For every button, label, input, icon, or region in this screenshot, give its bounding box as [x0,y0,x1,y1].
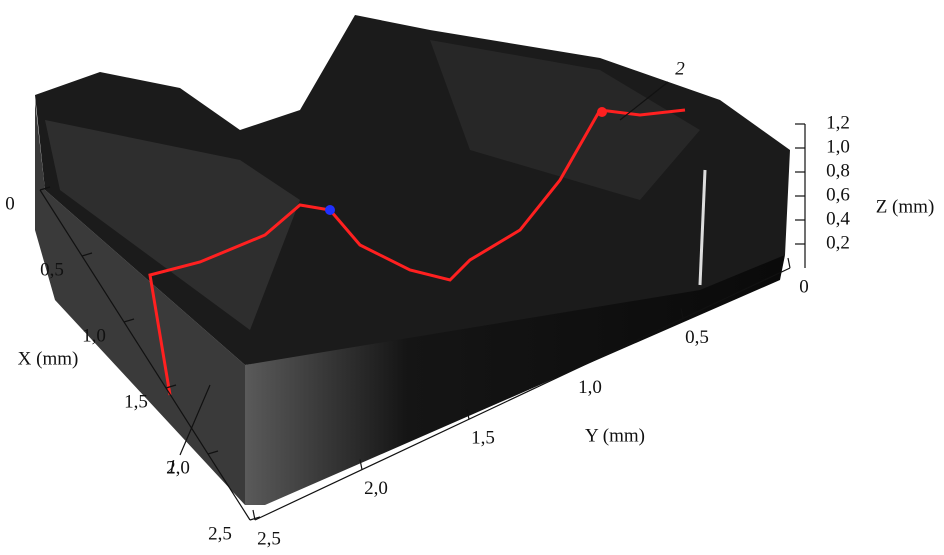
x-axis-tick-label: 0,5 [40,259,64,280]
start-point [325,205,335,215]
annotation: 2 [675,58,685,79]
chart: 1 2 X (mm) Y (mm) Z (mm) 00,51,01,52,02,… [0,0,944,555]
x-axis-tick-label: 2,0 [166,457,190,478]
z-axis-tick-label: 0,8 [826,160,850,181]
y-axis-tick-label: 2,0 [364,478,388,499]
end-point [597,107,607,117]
y-axis-tick-label: 0,5 [685,327,709,348]
y-axis-label: Y (mm) [585,425,645,446]
y-axis-tick [788,258,790,268]
z-axis-tick-label: 1,0 [826,136,850,157]
y-axis-tick-label: 2,5 [257,528,281,549]
z-axis-label: Z (mm) [876,196,935,217]
z-axis-tick-label: 0,6 [826,184,850,205]
x-axis-tick-label: 1,0 [82,325,106,346]
x-axis-label: X (mm) [18,348,79,369]
y-axis-tick-label: 0 [799,276,809,297]
x-axis-tick-label: 2,5 [208,523,232,544]
x-axis-tick-label: 1,5 [124,391,148,412]
z-axis-tick-label: 0,4 [826,208,850,229]
z-axis-tick-label: 0,2 [826,232,850,253]
x-axis-tick-label: 0 [5,193,15,214]
y-axis-tick-label: 1,5 [471,428,495,449]
z-axis-tick-label: 1,2 [826,112,850,133]
y-axis-tick-label: 1,0 [578,377,602,398]
